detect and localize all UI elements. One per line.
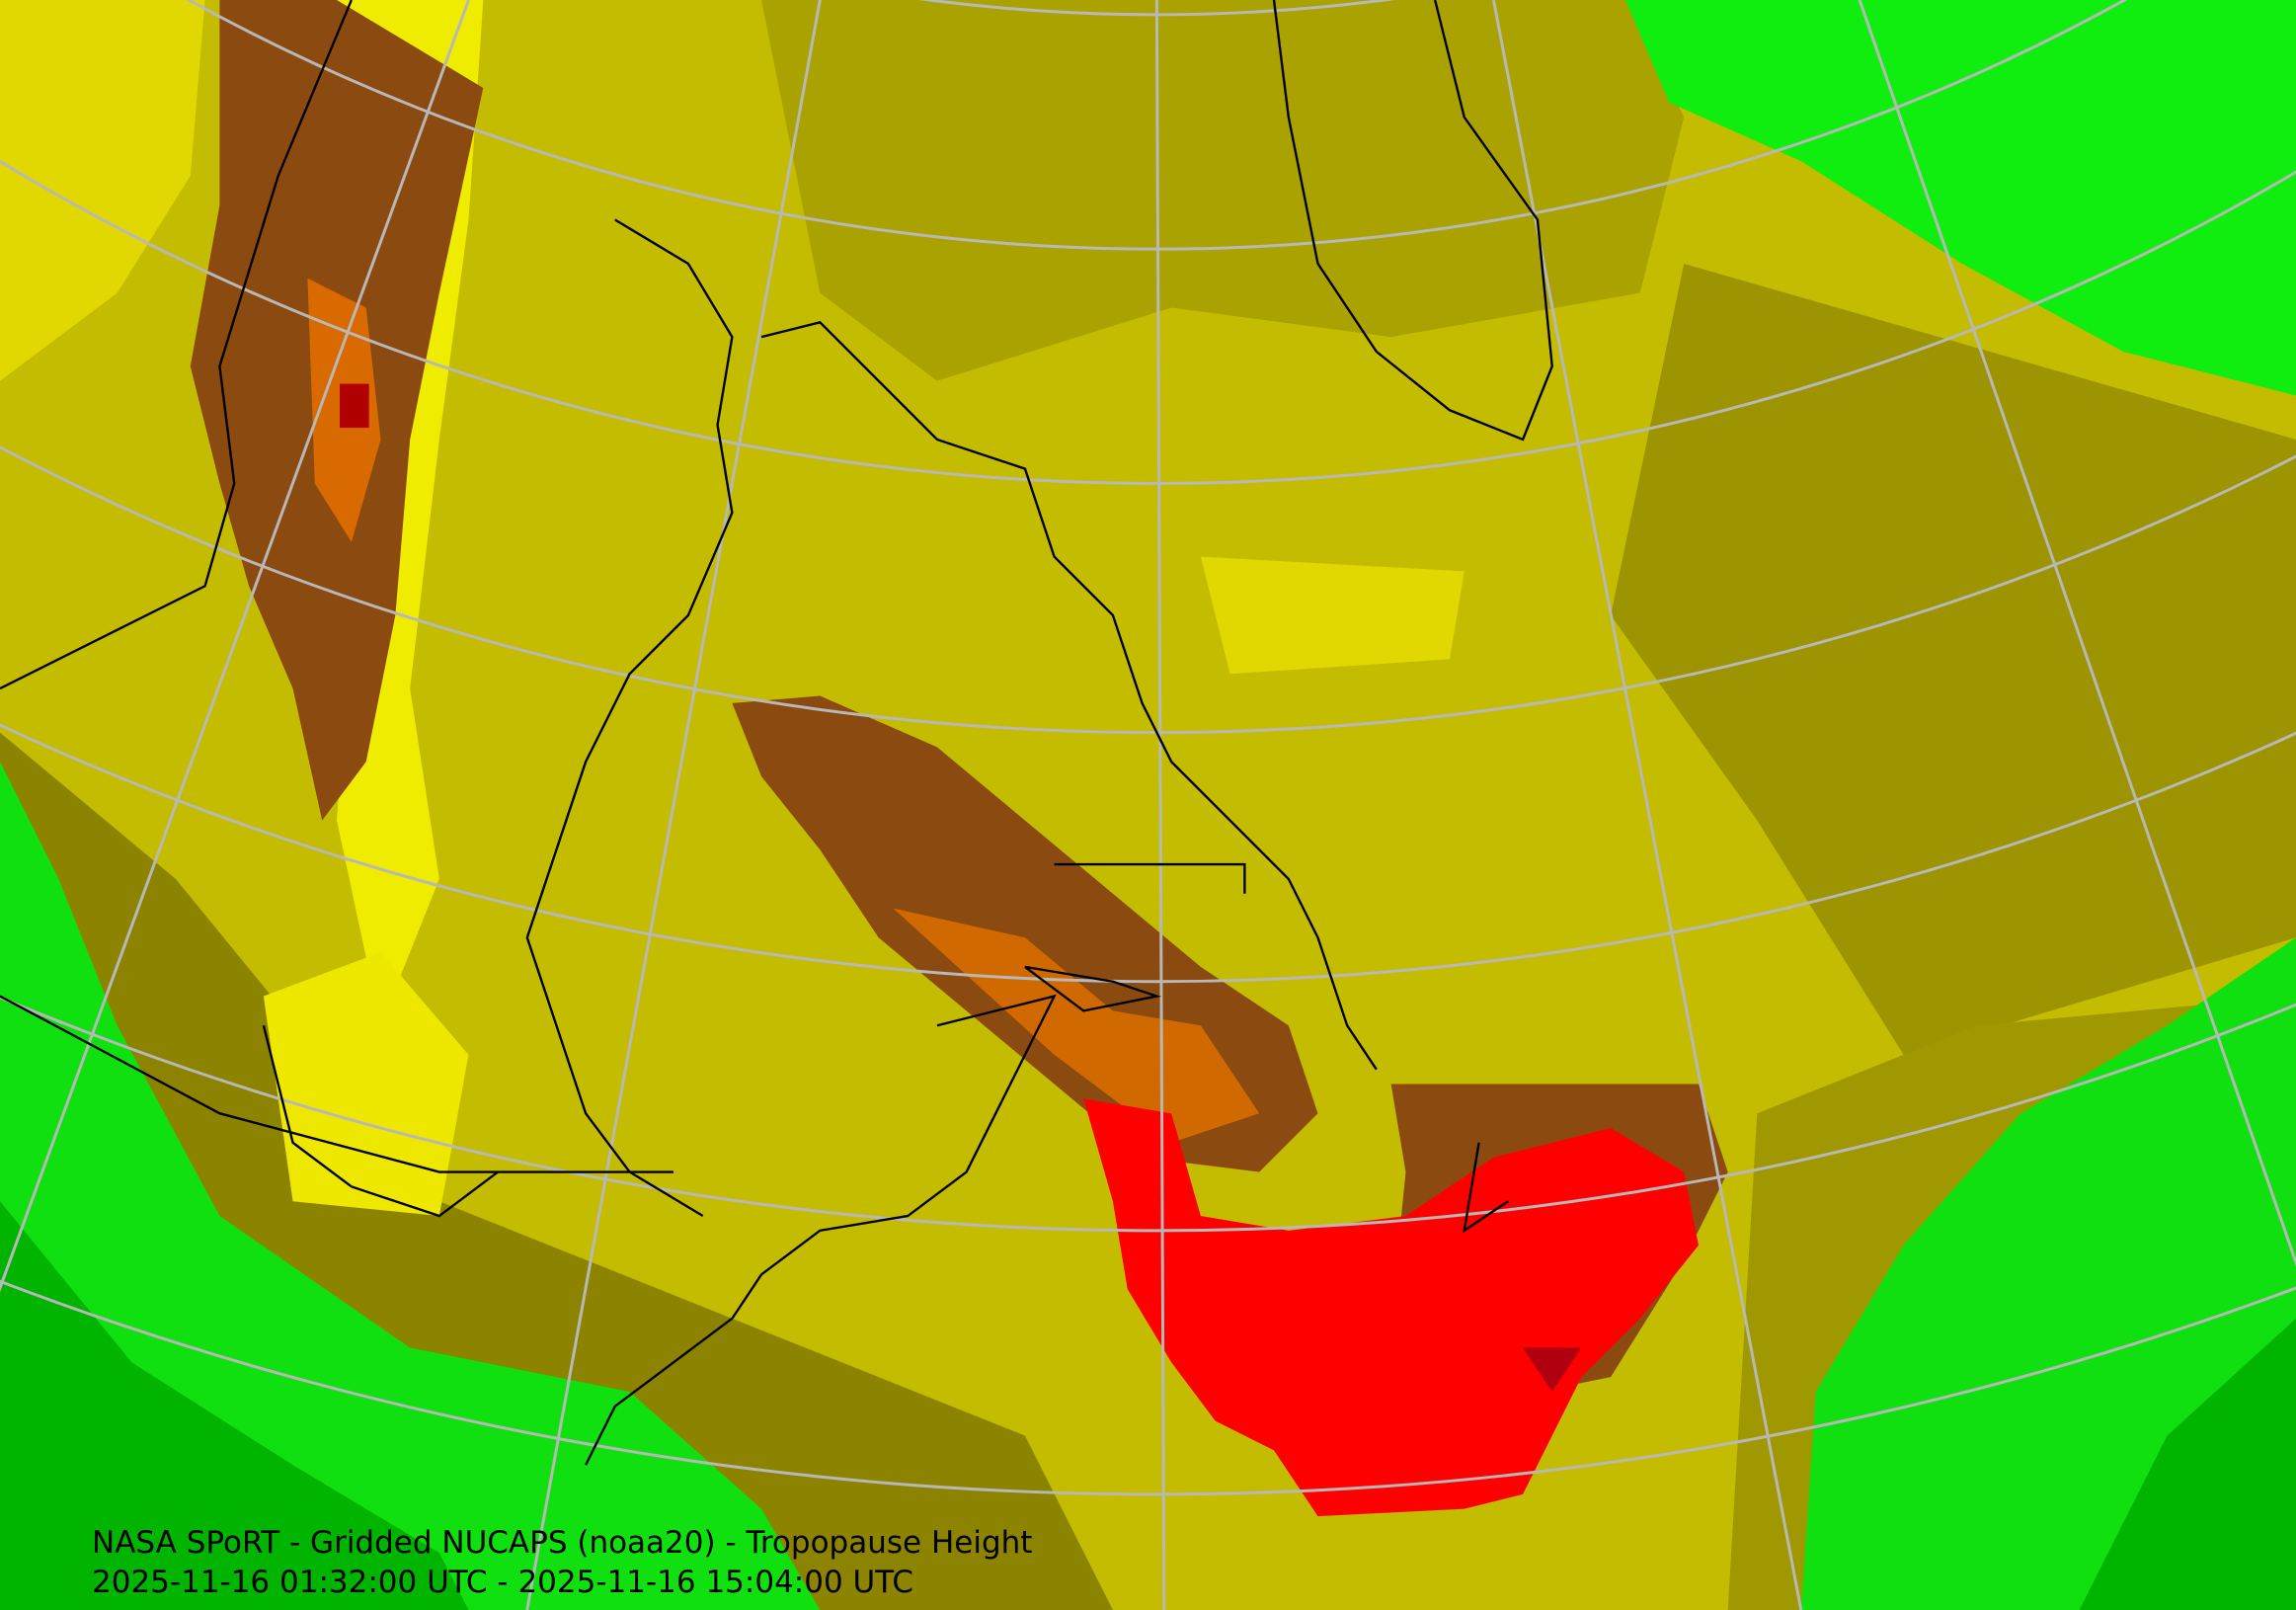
green-region [0, 762, 821, 1610]
coastlines [0, 0, 1553, 1466]
caption-title: NASA SPoRT - Gridded NUCAPS (noaa20) - T… [92, 1525, 1033, 1561]
green-region [2079, 1318, 2296, 1610]
yellow-region [263, 952, 469, 1217]
orange-band [893, 908, 1260, 1143]
olive-region [761, 0, 1685, 381]
green-region [1624, 0, 2296, 396]
yellow-region [0, 0, 205, 381]
yellow-region [1200, 556, 1465, 675]
caption-time-range: 2025-11-16 01:32:00 UTC - 2025-11-16 15:… [92, 1565, 913, 1600]
olive-region [1611, 263, 2296, 1055]
green-region [0, 1201, 469, 1610]
red-cell [1523, 1347, 1582, 1393]
red-region [1083, 1098, 1700, 1517]
red-cell [340, 383, 369, 429]
